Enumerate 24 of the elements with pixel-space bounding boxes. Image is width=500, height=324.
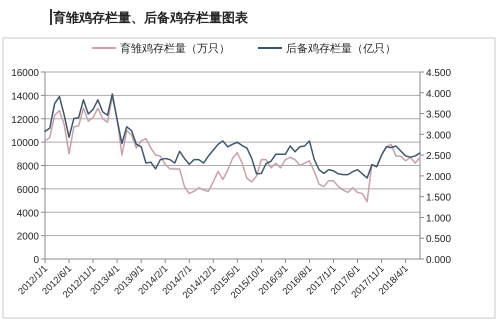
y-tick-label: 10000 <box>11 138 40 150</box>
y-tick-label: 16000 <box>11 68 40 79</box>
y2-tick-label: 0.500 <box>426 234 452 246</box>
legend-label: 后备鸡存栏量（亿只） <box>286 42 396 55</box>
y-tick-label: 4000 <box>16 208 40 220</box>
y-tick-label: 2000 <box>16 232 40 243</box>
line-series <box>44 96 421 202</box>
y2-tick-label: 2.500 <box>426 151 452 162</box>
y2-tick-label: 0.000 <box>426 255 452 266</box>
line-series <box>44 93 421 179</box>
y-tick-label: 6000 <box>16 184 40 196</box>
y2-tick-label: 1.500 <box>426 192 452 204</box>
y-tick-label: 14000 <box>11 91 40 102</box>
y2-tick-label: 3.000 <box>426 130 452 142</box>
y2-tick-label: 2.000 <box>426 172 452 183</box>
y2-tick-label: 4.500 <box>426 68 452 79</box>
legend-label: 育雏鸡存栏量（万只） <box>120 42 230 55</box>
y-tick-label: 0 <box>33 255 40 266</box>
y2-tick-label: 4.000 <box>426 88 452 100</box>
y2-tick-label: 1.000 <box>426 213 452 224</box>
y2-tick-label: 3.500 <box>426 110 452 121</box>
chart-title: 育雏鸡存栏量、后备鸡存栏量图表 <box>52 10 249 25</box>
y-tick-label: 12000 <box>11 114 40 126</box>
y-tick-label: 8000 <box>16 162 40 172</box>
